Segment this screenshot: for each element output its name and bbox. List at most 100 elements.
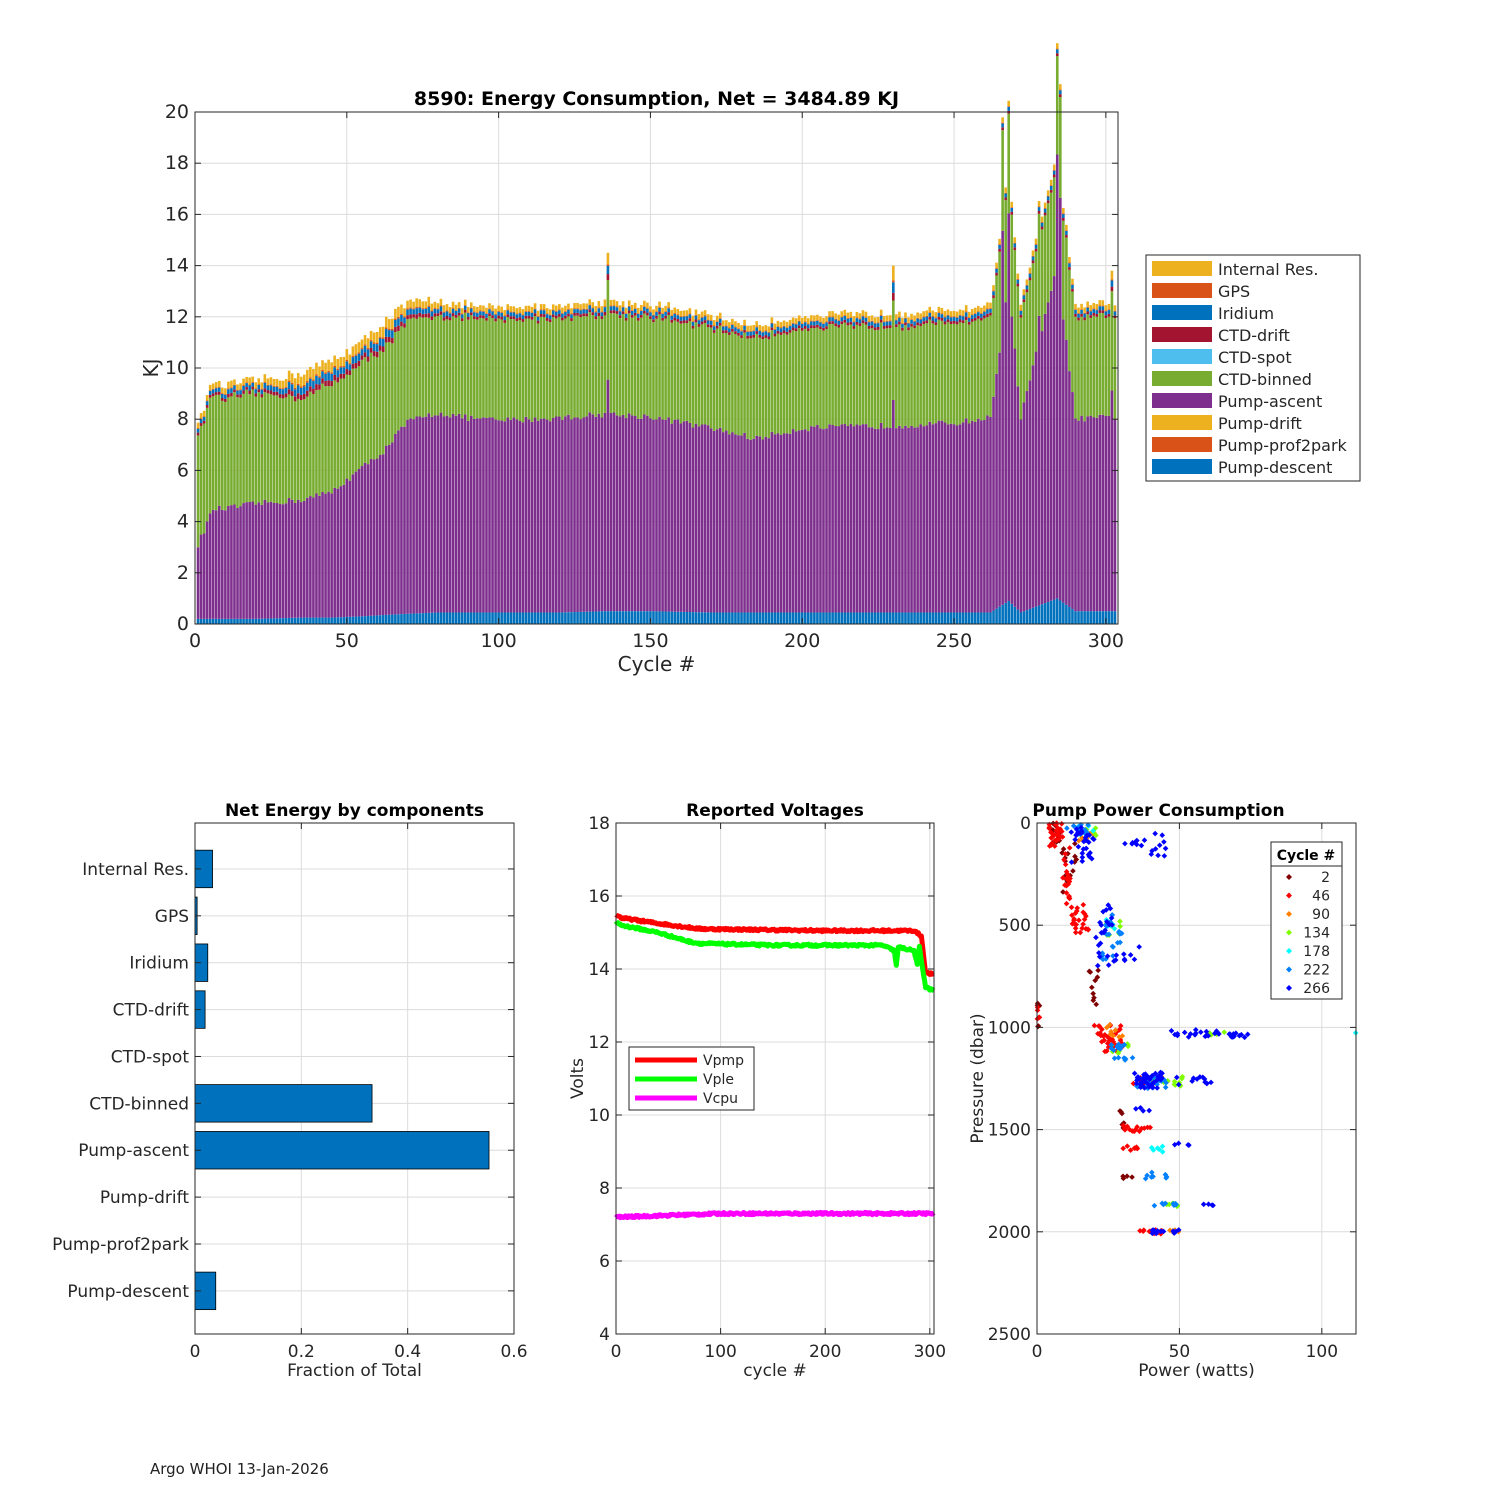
scatter-point [1034,1004,1041,1011]
bar-ctd-drift [415,314,418,319]
scatter-point [1079,850,1086,857]
bar-ctd-binned [712,332,716,431]
bar-gps [907,322,910,324]
bar-ctd-binned [643,313,646,415]
bar-pump-ascent [451,413,455,613]
bar-pump-descent [709,612,713,624]
bar-pump-descent [986,612,989,624]
bar-ctd-binned [366,361,370,465]
bar-gps [333,365,336,368]
bar-internal-res [242,378,245,386]
bar-internal-res [263,374,267,382]
bar-pump-descent [1110,611,1114,624]
bar-ctd-drift [867,326,871,329]
bar-ctd-binned [488,316,491,418]
bar-gps [524,311,528,312]
bar-pump-descent [388,614,391,624]
bar-internal-res [949,311,953,317]
bar-ctd-binned [700,324,704,425]
bar-internal-res [640,304,643,311]
bar-pump-ascent [518,421,522,613]
bar-internal-res [767,326,771,332]
bar-iridium [630,311,634,315]
bar-pump-ascent [263,499,267,619]
bar-ctd-drift [330,380,333,387]
bar-gps [202,416,206,417]
bar-ctd-drift [439,311,443,315]
bar-pump-ascent [758,436,762,613]
bar-pump-ascent [916,427,919,613]
bar-internal-res [849,311,853,318]
bar-ctd-binned [679,323,683,424]
bar-pump-descent [1089,611,1092,624]
bar-ctd-binned [591,314,595,415]
bar-gps [567,309,570,310]
bar-iridium [761,332,765,337]
bar-ctd-drift [1062,217,1065,221]
bar-gps [466,312,470,314]
bar-iridium [278,388,282,395]
bar-iridium [731,325,734,329]
bar-pump-descent [661,611,664,624]
bar-ctd-drift [797,325,801,329]
bar-ctd-drift [375,351,379,358]
bar-internal-res [1089,305,1092,311]
bar-internal-res [366,338,370,349]
bar-iridium [621,307,625,312]
bar-ctd-binned [348,374,352,481]
bar-ctd-drift [488,313,491,317]
bar-gps [964,311,968,313]
bar-gps [843,315,847,316]
bar-internal-res [339,357,343,367]
bar-iridium [205,401,209,406]
bar-pump-ascent [882,428,886,613]
bar-ctd-drift [791,327,795,331]
bar-ctd-drift [752,334,755,338]
bar-ctd-drift [825,326,828,329]
bar-pump-descent [436,612,440,624]
bar-iridium [728,328,731,333]
bar-pump-ascent [445,415,449,613]
bar-ctd-binned [758,337,762,437]
bar-pump-ascent [828,424,831,613]
bar-internal-res [372,332,376,343]
bar-pump-descent [758,612,762,624]
bar-ctd-drift [679,320,683,324]
y-tick-label: Pump-descent [67,1282,189,1302]
bar-pump-descent [615,611,619,624]
y-tick-label: 2 [177,562,189,584]
bar-ctd-drift [764,335,768,338]
bar-pump-ascent [211,509,215,619]
bar-ctd-binned [1010,214,1014,317]
bar-gps [633,308,637,310]
bar-ctd-drift [412,314,415,318]
bar-pump-ascent [421,417,425,614]
bar-pump-descent [224,618,227,624]
bar-ctd-binned [221,400,224,510]
bar-internal-res [521,309,525,315]
legend-marker [1286,929,1292,936]
bar-pump-ascent [743,432,746,613]
scatter-point [1112,957,1119,963]
bar-gps [551,309,555,311]
bar-pump-descent [342,617,346,624]
bar-pump-ascent [339,486,343,618]
bar-internal-res [469,302,473,308]
bar-ctd-drift [384,336,388,343]
footer-text: Argo WHOI 13-Jan-2026 [150,1460,329,1478]
bar-ctd-binned [448,320,452,418]
bar-ctd-binned [879,322,883,423]
bar-pump-descent [330,617,333,624]
bar-pump-descent [418,613,421,624]
bar-pump-ascent [254,504,258,619]
bar-ctd-drift [515,318,519,321]
bar-internal-res [970,308,974,315]
bar-pump-ascent [843,424,847,613]
bar-pump-descent [1074,611,1077,624]
bar-iridium [400,315,403,322]
scatter-point [1162,1084,1169,1091]
bar-iridium [773,329,777,334]
bar-pump-ascent [1010,316,1014,604]
bar-pump-descent [403,613,406,624]
bar-gps [685,315,689,317]
